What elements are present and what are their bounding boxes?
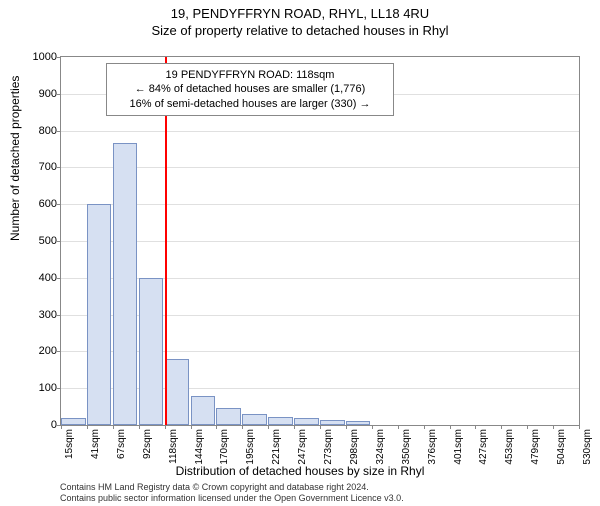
ytick-label: 900	[39, 88, 57, 100]
xtick-label: 479sqm	[530, 429, 541, 465]
bar	[216, 408, 241, 425]
ytick-label: 600	[39, 198, 57, 210]
xtick-label: 67sqm	[116, 429, 127, 459]
xtick-mark	[320, 425, 321, 429]
xtick-mark	[553, 425, 554, 429]
xtick-mark	[191, 425, 192, 429]
bar	[191, 396, 216, 425]
xtick-label: 273sqm	[323, 429, 334, 465]
xtick-mark	[527, 425, 528, 429]
xtick-mark	[61, 425, 62, 429]
bar	[139, 278, 164, 425]
ytick-mark	[57, 167, 61, 168]
annotation-line: ← 84% of detached houses are smaller (1,…	[115, 82, 385, 96]
bar	[294, 418, 319, 425]
ytick-label: 1000	[33, 51, 57, 63]
ytick-mark	[57, 278, 61, 279]
xtick-label: 324sqm	[375, 429, 386, 465]
y-axis-label: Number of detached properties	[8, 76, 22, 241]
xtick-mark	[139, 425, 140, 429]
xtick-label: 15sqm	[64, 429, 75, 459]
gridline	[61, 241, 579, 242]
xtick-label: 118sqm	[168, 429, 179, 464]
xtick-label: 92sqm	[142, 429, 153, 459]
footer-line1: Contains HM Land Registry data © Crown c…	[60, 482, 404, 493]
bar	[320, 420, 345, 425]
ytick-mark	[57, 315, 61, 316]
ytick-label: 400	[39, 272, 57, 284]
footer-attribution: Contains HM Land Registry data © Crown c…	[60, 482, 404, 504]
page-title: 19, PENDYFFRYN ROAD, RHYL, LL18 4RU	[0, 6, 600, 21]
ytick-mark	[57, 94, 61, 95]
xtick-label: 195sqm	[245, 429, 256, 465]
xtick-mark	[475, 425, 476, 429]
ytick-mark	[57, 204, 61, 205]
xtick-mark	[87, 425, 88, 429]
bar	[61, 418, 86, 425]
xtick-label: 350sqm	[401, 429, 412, 465]
gridline	[61, 167, 579, 168]
xtick-mark	[165, 425, 166, 429]
xtick-label: 298sqm	[349, 429, 360, 465]
ytick-mark	[57, 388, 61, 389]
footer-line2: Contains public sector information licen…	[60, 493, 404, 504]
bar	[268, 417, 293, 425]
bar	[346, 421, 371, 425]
ytick-label: 500	[39, 235, 57, 247]
xtick-mark	[216, 425, 217, 429]
xtick-label: 144sqm	[194, 429, 205, 465]
xtick-mark	[113, 425, 114, 429]
ytick-mark	[57, 57, 61, 58]
xtick-mark	[450, 425, 451, 429]
ytick-label: 200	[39, 345, 57, 357]
annotation-line: 16% of semi-detached houses are larger (…	[115, 97, 385, 111]
chart-container: 19, PENDYFFRYN ROAD, RHYL, LL18 4RU Size…	[0, 6, 600, 506]
xtick-label: 504sqm	[556, 429, 567, 465]
xtick-mark	[424, 425, 425, 429]
xtick-mark	[242, 425, 243, 429]
bar	[242, 414, 267, 425]
xtick-label: 530sqm	[582, 429, 593, 465]
xtick-mark	[268, 425, 269, 429]
bar	[165, 359, 190, 425]
xtick-label: 41sqm	[90, 429, 101, 459]
xtick-label: 427sqm	[478, 429, 489, 465]
bar	[87, 204, 112, 425]
ytick-label: 700	[39, 161, 57, 173]
xtick-label: 401sqm	[453, 429, 464, 465]
ytick-mark	[57, 351, 61, 352]
xtick-mark	[372, 425, 373, 429]
ytick-label: 800	[39, 125, 57, 137]
xtick-label: 221sqm	[271, 429, 282, 465]
annotation-line: 19 PENDYFFRYN ROAD: 118sqm	[115, 68, 385, 82]
xtick-mark	[501, 425, 502, 429]
ytick-label: 0	[51, 419, 57, 431]
plot-area: 0100200300400500600700800900100015sqm41s…	[60, 56, 580, 426]
xtick-mark	[579, 425, 580, 429]
xtick-label: 376sqm	[427, 429, 438, 465]
ytick-mark	[57, 241, 61, 242]
xtick-mark	[398, 425, 399, 429]
xtick-mark	[346, 425, 347, 429]
annotation-box: 19 PENDYFFRYN ROAD: 118sqm← 84% of detac…	[106, 63, 394, 116]
page-subtitle: Size of property relative to detached ho…	[0, 23, 600, 38]
gridline	[61, 131, 579, 132]
ytick-label: 100	[39, 382, 57, 394]
xtick-mark	[294, 425, 295, 429]
ytick-mark	[57, 131, 61, 132]
gridline	[61, 204, 579, 205]
xtick-label: 453sqm	[504, 429, 515, 465]
xtick-label: 170sqm	[219, 429, 230, 465]
bar	[113, 143, 138, 425]
ytick-label: 300	[39, 309, 57, 321]
xtick-label: 247sqm	[297, 429, 308, 465]
x-axis-label: Distribution of detached houses by size …	[0, 464, 600, 478]
